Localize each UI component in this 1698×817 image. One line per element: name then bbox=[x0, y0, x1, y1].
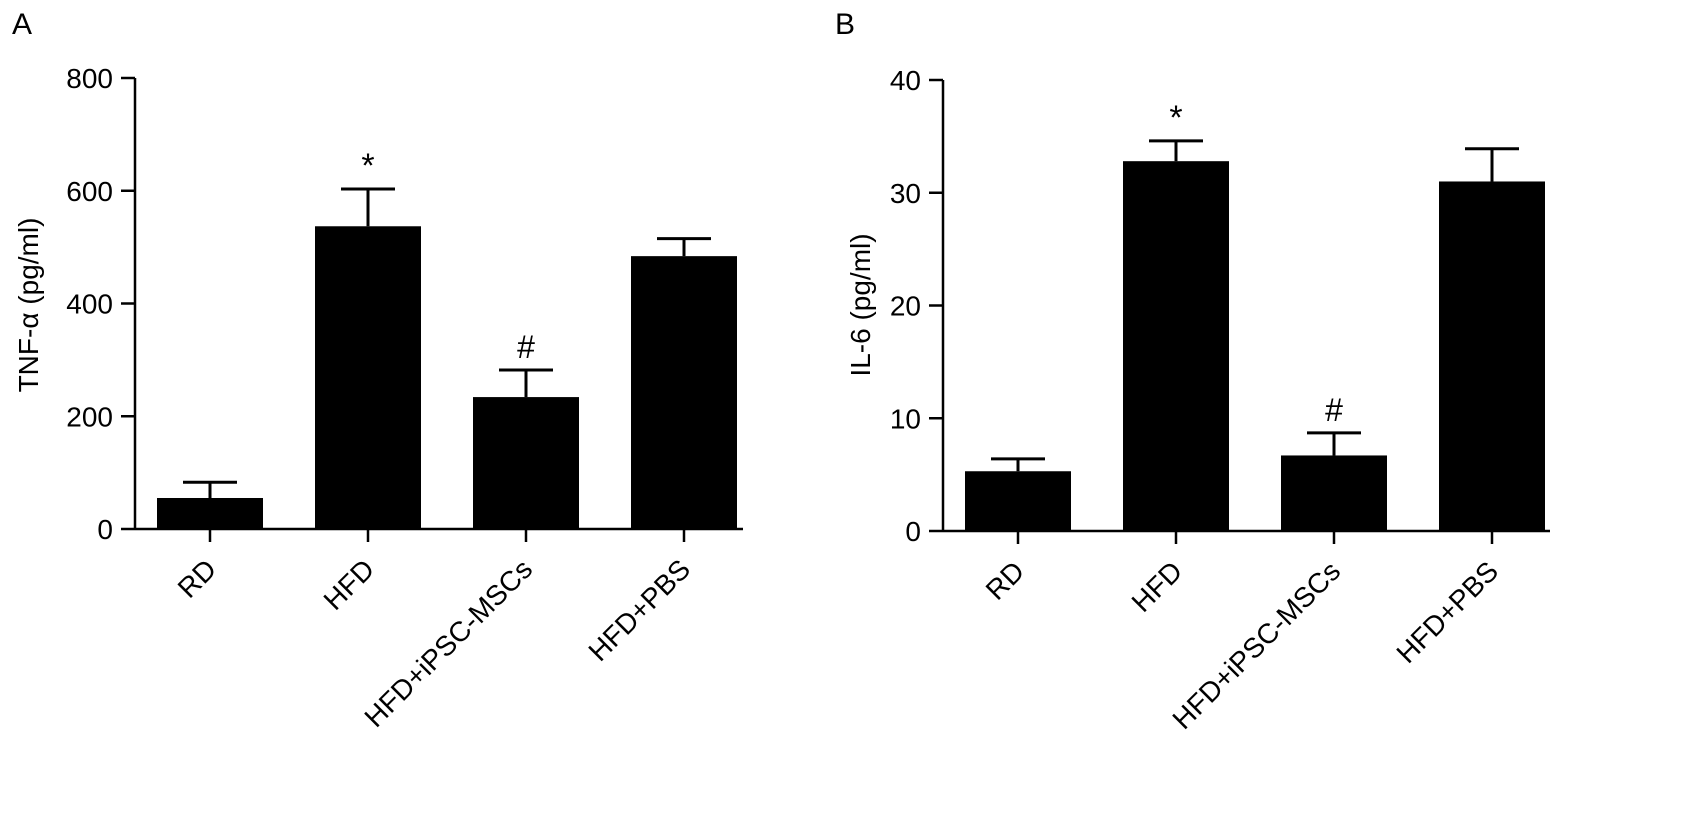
panel-label: B bbox=[835, 8, 855, 41]
bar bbox=[473, 397, 579, 529]
y-tick-label: 400 bbox=[66, 289, 113, 320]
x-tick-label: HFD+iPSC-MSCs bbox=[358, 553, 538, 733]
y-tick-label: 600 bbox=[66, 176, 113, 207]
y-tick-label: 10 bbox=[890, 403, 921, 434]
y-ticks: 0 200 400 600 800 bbox=[66, 63, 135, 545]
bars: *# bbox=[157, 147, 737, 530]
y-tick-label: 30 bbox=[890, 178, 921, 209]
bar bbox=[1281, 455, 1387, 531]
y-tick-label: 200 bbox=[66, 401, 113, 432]
bar bbox=[965, 471, 1071, 531]
x-tick-label: HFD+PBS bbox=[582, 553, 696, 667]
y-axis-label: TNF-α (pg/ml) bbox=[13, 218, 44, 393]
significance-marker: * bbox=[361, 147, 374, 185]
x-tick-label: HFD bbox=[1126, 555, 1189, 618]
y-tick-label: 20 bbox=[890, 291, 921, 322]
x-tick-label: RD bbox=[172, 553, 223, 604]
x-tick-label: RD bbox=[980, 555, 1031, 606]
bar bbox=[1123, 161, 1229, 531]
x-tick-label: HFD+iPSC-MSCs bbox=[1166, 555, 1346, 735]
panel-label: A bbox=[12, 8, 32, 41]
bar bbox=[315, 226, 421, 530]
significance-marker: * bbox=[1169, 99, 1182, 137]
y-tick-label: 800 bbox=[66, 63, 113, 94]
bar bbox=[157, 497, 263, 529]
y-tick-label: 0 bbox=[97, 514, 113, 545]
x-tick-label: HFD+PBS bbox=[1390, 555, 1504, 669]
y-tick-label: 0 bbox=[905, 516, 921, 547]
y-ticks: 0 10 20 30 40 bbox=[890, 65, 943, 547]
bar bbox=[631, 256, 737, 529]
bars: *# bbox=[965, 99, 1545, 531]
significance-marker: # bbox=[517, 329, 535, 365]
significance-marker: # bbox=[1325, 392, 1343, 428]
bar bbox=[1439, 181, 1545, 531]
x-tick-label: HFD bbox=[318, 553, 381, 616]
y-axis-label: IL-6 (pg/ml) bbox=[845, 233, 876, 376]
y-tick-label: 40 bbox=[890, 65, 921, 96]
